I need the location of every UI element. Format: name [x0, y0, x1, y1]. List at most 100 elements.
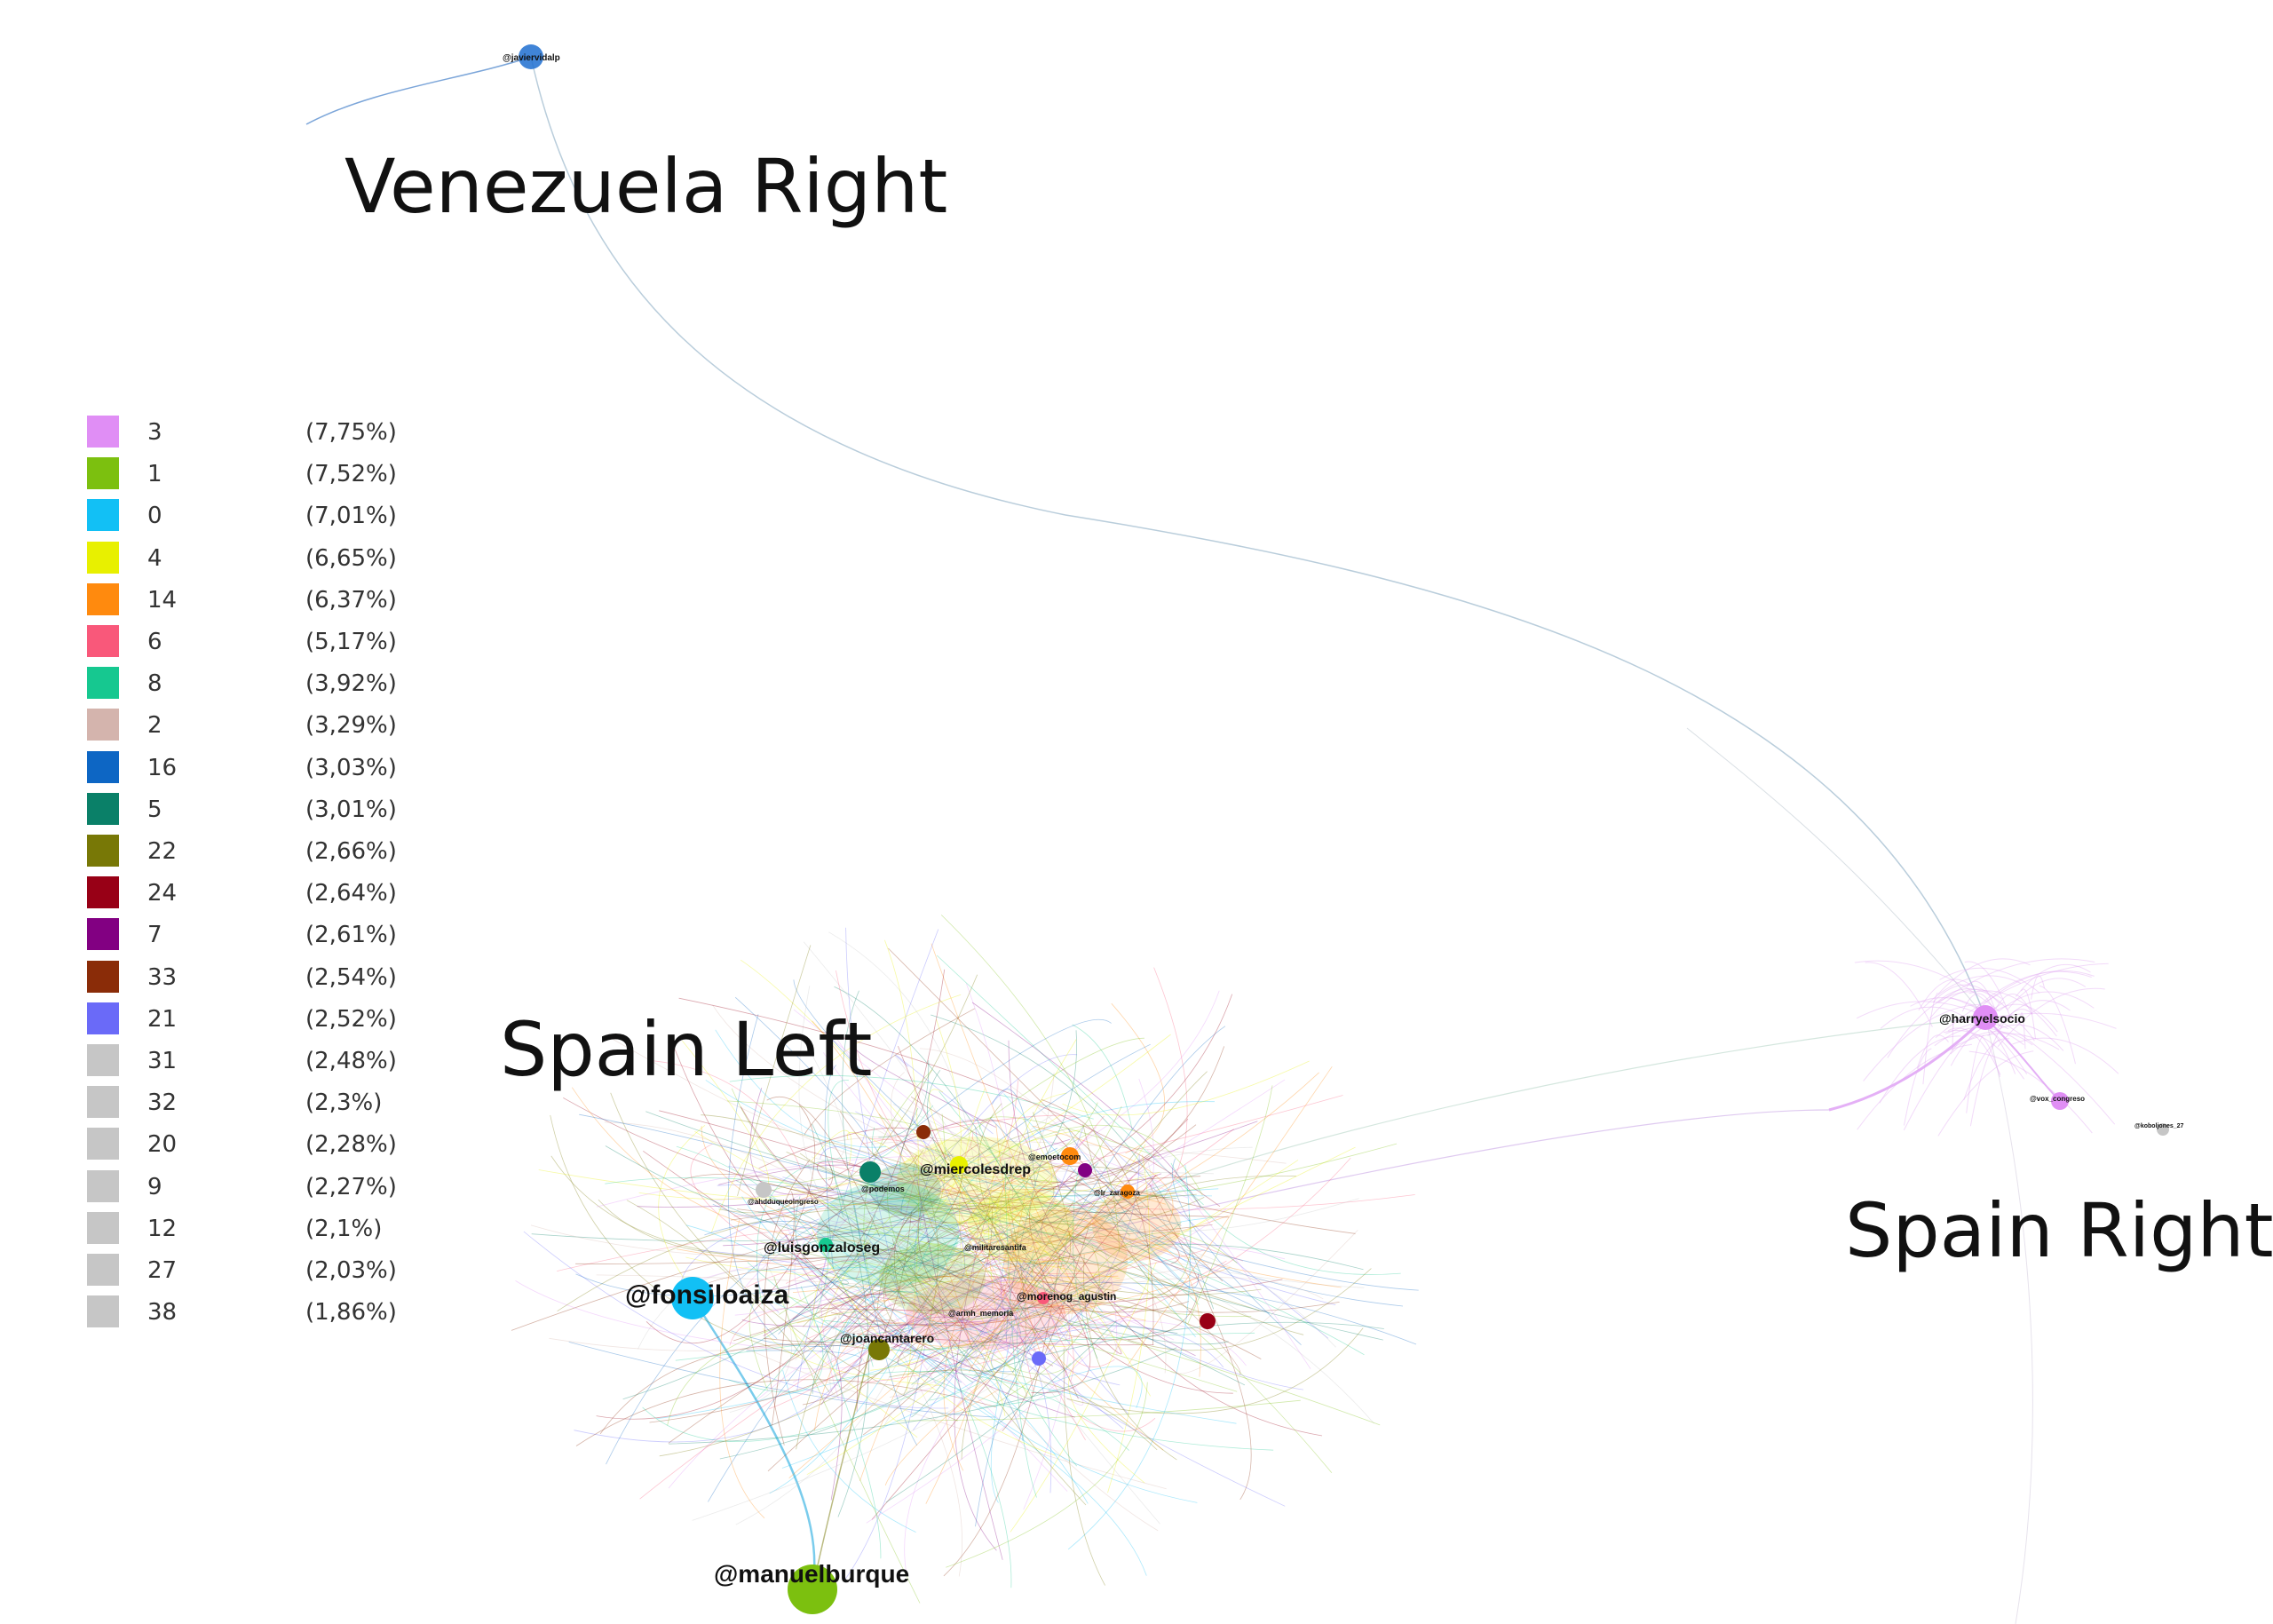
edge: [878, 1060, 930, 1138]
edge: [916, 1179, 1003, 1560]
edge: [843, 1294, 994, 1347]
legend-cluster-id: 33: [147, 963, 178, 991]
label-armh-memoria: @armh_memoria: [948, 1309, 1014, 1318]
label-emoetocom: @emoetocom: [1028, 1153, 1081, 1161]
edge: [896, 1399, 1301, 1422]
edge: [804, 1008, 976, 1136]
edge: [764, 1261, 885, 1300]
edge: [817, 1161, 1415, 1210]
node-joancantarero: [868, 1339, 890, 1360]
edge: [995, 1123, 1044, 1364]
edge: [978, 1390, 1062, 1408]
edge: [883, 1263, 986, 1360]
legend-percentage: (2,1%): [305, 1215, 383, 1242]
edge: [683, 1173, 1043, 1267]
edge: [891, 1150, 1021, 1345]
node-33-cluster: [916, 1125, 931, 1139]
edge: [1975, 970, 2092, 1010]
edge: [1026, 1105, 1122, 1220]
edge: [763, 1182, 1066, 1248]
edge: [1932, 984, 2000, 1004]
legend-row: 0 (7,01%): [87, 499, 424, 532]
node-vox-congreso: [2051, 1092, 2069, 1110]
edge: [690, 1143, 759, 1246]
edge: [549, 1307, 927, 1351]
edge: [1052, 1216, 1365, 1356]
edge: [557, 1208, 977, 1312]
edge: [777, 1253, 850, 1285]
edge: [796, 1167, 917, 1218]
edge: [1187, 1085, 1273, 1324]
edge: [938, 1164, 1419, 1291]
cluster-blob: [1003, 1208, 1128, 1314]
edge: [1066, 1327, 1364, 1414]
cluster-blob: [906, 1279, 1065, 1350]
edge: [991, 1089, 1036, 1187]
edge: [899, 1252, 1340, 1313]
edge: [852, 1251, 1047, 1335]
edge: [1950, 1018, 2028, 1074]
edge: [978, 1103, 1040, 1301]
edge: [894, 1256, 1006, 1416]
edge: [772, 1191, 795, 1426]
legend-swatch: [87, 1254, 119, 1286]
edge: [925, 1166, 1030, 1504]
edge: [1128, 1066, 1333, 1366]
edge: [945, 1150, 1108, 1213]
edge: [857, 1333, 1154, 1346]
legend-cluster-id: 21: [147, 1005, 178, 1033]
legend-percentage: (3,29%): [305, 712, 397, 740]
legend-swatch: [87, 582, 119, 615]
edge: [511, 1176, 1201, 1331]
node-podemos: [859, 1161, 881, 1183]
label-ahdduqueoingreso: @ahdduqueoingreso: [748, 1198, 819, 1206]
edge: [704, 1221, 1009, 1312]
edge: [642, 1391, 918, 1442]
edge: [1022, 1118, 1053, 1185]
edge: [735, 1291, 928, 1525]
edge: [891, 1321, 1068, 1492]
edge: [575, 1228, 1038, 1297]
edge: [1051, 1366, 1143, 1408]
legend-cluster-id: 3: [147, 419, 162, 446]
legend-row: 5 (3,01%): [87, 792, 424, 825]
edge: [1922, 992, 1938, 1085]
edge: [832, 1162, 918, 1330]
edge: [858, 1197, 922, 1273]
edge: [893, 1189, 978, 1307]
edge: [1008, 1161, 1057, 1217]
edge: [823, 1222, 1182, 1326]
edge: [1001, 1247, 1121, 1386]
legend-percentage: (6,65%): [305, 544, 397, 572]
edge: [1991, 1009, 2033, 1049]
edge: [2012, 1037, 2119, 1074]
edge: [828, 1177, 1186, 1369]
edge: [911, 1116, 966, 1288]
edge: [658, 1124, 706, 1303]
edge: [945, 1287, 1052, 1493]
edge: [828, 974, 978, 1192]
edge: [1025, 1136, 1167, 1185]
edge: [659, 1284, 1006, 1457]
edge: [729, 1074, 1094, 1120]
edge: [792, 1079, 1286, 1383]
edge: [742, 1204, 1007, 1291]
cluster-blob: [817, 1181, 959, 1287]
legend-cluster-id: 4: [147, 544, 162, 572]
edge: [851, 1129, 1234, 1300]
edge: [854, 1284, 1198, 1503]
edge: [814, 1322, 937, 1431]
region-label-spain-right: Spain Right: [1845, 1187, 2273, 1274]
edge: [2031, 975, 2046, 1000]
node-ahdduqueoingreso: [756, 1182, 772, 1198]
edge: [1072, 1238, 1336, 1348]
edge: [523, 1231, 949, 1409]
edge: [911, 1324, 1178, 1385]
legend-percentage: (2,03%): [305, 1257, 397, 1284]
edge: [2008, 978, 2087, 1010]
edge: [954, 1382, 1000, 1413]
edge: [746, 1350, 862, 1367]
edge: [1041, 1098, 1154, 1345]
edge: [733, 1095, 1343, 1217]
